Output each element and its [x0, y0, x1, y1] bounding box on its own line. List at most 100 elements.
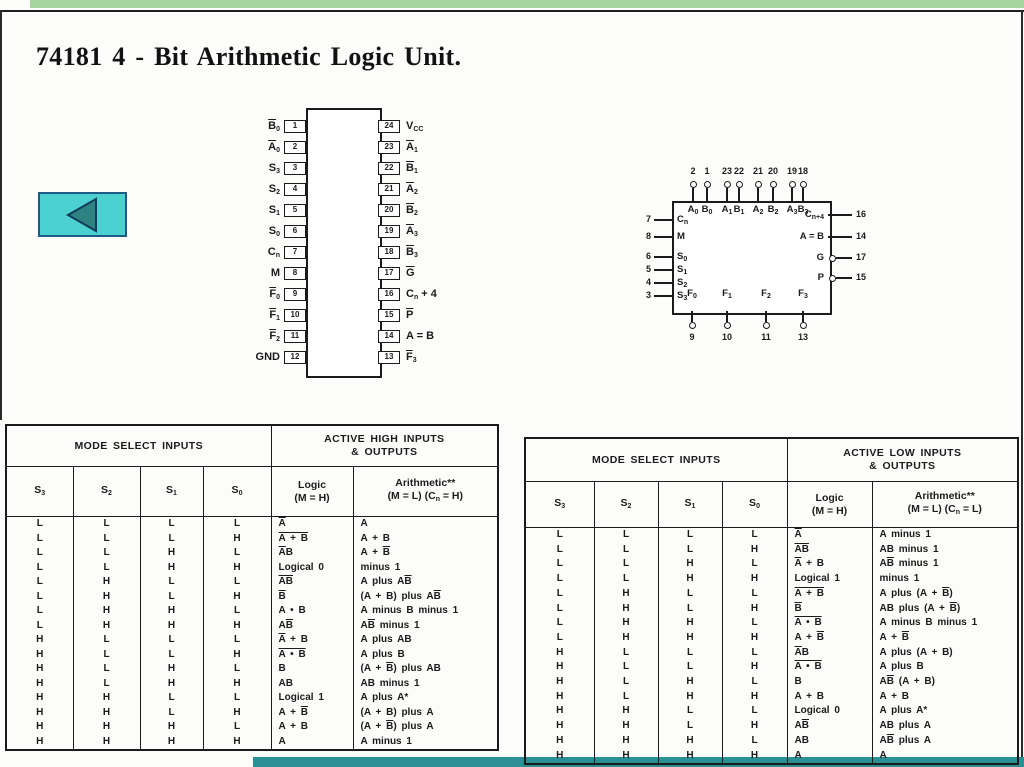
table-row: H H H L AB AB plus A: [525, 733, 1019, 749]
logic-function-cell: A • B: [270, 647, 354, 662]
pin-number: 1: [704, 166, 710, 176]
mode-select-cell: H: [36, 706, 44, 718]
mode-select-cell: H: [36, 721, 44, 732]
logic-function-cell: AB: [270, 546, 354, 561]
dip-pin-number: 13: [378, 351, 400, 364]
dip-pin-label: A0: [268, 141, 280, 154]
mode-select-cell: H: [593, 748, 658, 765]
mode-select-cell: L: [556, 631, 563, 643]
pin-number: 4: [645, 277, 651, 287]
arithmetic-function-cell: A + B: [352, 531, 499, 546]
arithmetic-function-cell: AB plus (A + B): [871, 601, 1019, 617]
dip-pin-label: VCC: [406, 120, 424, 133]
mode-select-cell: H: [139, 676, 203, 691]
mode-select-cell: H: [36, 648, 44, 660]
mode-select-cell: H: [202, 676, 272, 691]
mode-select-cell: H: [593, 616, 658, 631]
pin-number: 14: [856, 231, 867, 241]
dip-pin-number: 24: [378, 120, 400, 133]
pin-label: Cn: [677, 214, 689, 226]
table-row: H L L L AB A plus (A + B): [525, 645, 1019, 661]
mode-select-cell: H: [657, 557, 722, 573]
col-header-s0: S0: [721, 481, 788, 528]
logic-function-cell: AB: [786, 719, 873, 734]
arithmetic-function-cell: (A + B) plus AB: [352, 662, 499, 677]
back-button[interactable]: [38, 192, 127, 237]
dip-pin-number: 16: [378, 288, 400, 301]
dip-pin-label: Cn: [267, 246, 280, 259]
table-row: L H L H B (A + B) plus AB: [6, 589, 499, 604]
arithmetic-function-cell: A: [352, 516, 499, 532]
mode-select-cell: L: [139, 633, 203, 648]
mode-select-cell: L: [657, 704, 722, 720]
table-row: H L H H AB AB minus 1: [6, 676, 499, 691]
pin-number: 17: [856, 252, 867, 262]
arithmetic-function-cell: A minus B minus 1: [871, 616, 1019, 631]
mode-select-cell: L: [721, 733, 788, 749]
logic-function-cell: A + B: [270, 633, 354, 648]
mode-select-cell: L: [72, 546, 140, 561]
pin-line: [691, 311, 693, 322]
table-row: L L H L AB A + B: [6, 546, 499, 561]
mode-select-cell: H: [593, 719, 658, 734]
mode-select-cell: H: [721, 630, 788, 646]
arithmetic-function-cell: A plus (A + B): [871, 645, 1019, 661]
table-row: L H H H AB AB minus 1: [6, 618, 499, 633]
pin-circle: [688, 322, 696, 329]
pin-circle: [735, 181, 743, 188]
pin-line: [802, 188, 804, 201]
dip-pin-number: 6: [284, 225, 306, 238]
mode-select-cell: L: [721, 557, 788, 573]
logic-symbol-body: [672, 201, 832, 315]
mode-select-cell: L: [202, 662, 272, 677]
pin-label: M: [677, 231, 685, 242]
dip-pin-number: 19: [378, 225, 400, 238]
pin-label: F0: [687, 288, 697, 300]
arithmetic-function-cell: A plus B: [871, 660, 1019, 676]
arithmetic-function-cell: A + B: [871, 630, 1019, 646]
pin-circle: [723, 181, 731, 188]
pin-label: A0: [687, 204, 699, 216]
dip-pin-number: 2: [284, 141, 306, 154]
mode-select-cell: L: [593, 660, 658, 676]
mode-select-cell: L: [139, 589, 203, 604]
arithmetic-function-cell: A minus 1: [871, 527, 1019, 543]
mode-select-cell: L: [139, 531, 203, 546]
mode-select-cell: L: [72, 647, 140, 662]
pin-line: [802, 311, 804, 322]
mode-select-cell: H: [36, 735, 44, 747]
arithmetic-function-cell: A plus (A + B): [871, 586, 1019, 602]
mode-select-cell: L: [36, 605, 43, 616]
pin-label: F2: [761, 288, 771, 300]
pin-circle: [689, 181, 697, 188]
logic-function-cell: A + B: [786, 689, 873, 705]
dip-pin-label: A2: [406, 183, 418, 196]
mode-select-cell: H: [139, 560, 203, 575]
mode-select-cell: H: [202, 647, 272, 662]
pin-line: [654, 219, 672, 221]
logic-function-cell: Logical 1: [270, 691, 354, 706]
arithmetic-function-cell: A minus B minus 1: [352, 604, 499, 619]
pin-number: 20: [767, 166, 778, 176]
pin-line: [836, 277, 852, 279]
mode-select-cell: L: [657, 542, 722, 558]
mode-select-cell: L: [72, 560, 140, 575]
mode-select-cell: L: [202, 633, 272, 648]
arithmetic-function-cell: AB plus A: [871, 719, 1019, 734]
pin-line: [791, 188, 793, 201]
mode-select-cell: L: [72, 676, 140, 691]
dip-pin-label: A1: [406, 141, 418, 154]
mode-select-cell: H: [202, 560, 272, 575]
pin-label: A2: [752, 204, 764, 216]
dip-pin-number: 3: [284, 162, 306, 175]
pin-label: F3: [798, 288, 808, 300]
dip-pin-number: 9: [284, 288, 306, 301]
mode-select-cell: H: [721, 542, 788, 558]
